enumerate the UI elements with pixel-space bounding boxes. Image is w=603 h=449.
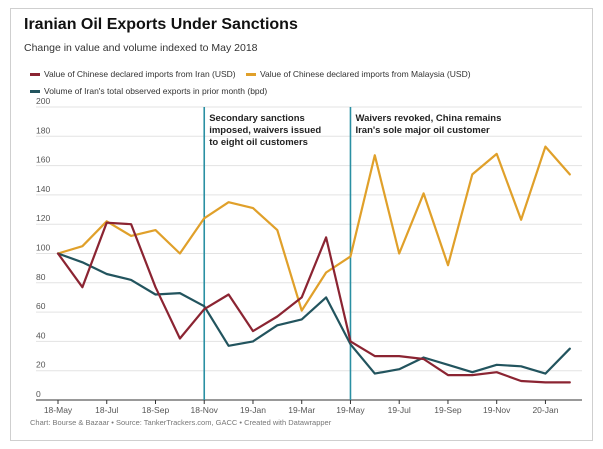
y-tick-label: 200 bbox=[36, 96, 50, 106]
legend-item-malaysia: Value of Chinese declared imports from M… bbox=[246, 69, 471, 79]
x-axis-ticks: 18-May 18-Jul 18-Sep 18-Nov 19-Jan 19-Mar 19-M… bbox=[44, 400, 559, 415]
x-tick-label: 19-Jan bbox=[240, 405, 266, 415]
x-tick-label: 18-Jul bbox=[95, 405, 118, 415]
x-tick-label: 20-Jan bbox=[532, 405, 558, 415]
x-tick-label: 18-May bbox=[44, 405, 73, 415]
y-tick-label: 20 bbox=[36, 360, 46, 370]
series-line-0 bbox=[56, 221, 571, 384]
y-tick-label: 140 bbox=[36, 184, 50, 194]
legend-item-iran: Value of Chinese declared imports from I… bbox=[30, 69, 236, 79]
x-tick-label: 19-Jul bbox=[388, 405, 411, 415]
annotation-text: Waivers revoked, China remains bbox=[355, 113, 501, 124]
x-tick-label: 19-Sep bbox=[434, 405, 462, 415]
annotation-text: Secondary sanctions bbox=[209, 113, 305, 124]
annotation-text: imposed, waivers issued bbox=[209, 125, 321, 136]
legend-item-volume: Volume of Iran's total observed exports … bbox=[30, 86, 267, 96]
gridlines bbox=[36, 106, 582, 401]
annotation-text: Iran's sole major oil customer bbox=[355, 125, 490, 136]
chart-footer: Chart: Bourse & Bazaar • Source: TankerT… bbox=[30, 418, 332, 427]
x-tick-label: 18-Sep bbox=[142, 405, 170, 415]
annotation-text: to eight oil customers bbox=[209, 137, 308, 148]
series-lines bbox=[56, 145, 571, 384]
legend-label-malaysia: Value of Chinese declared imports from M… bbox=[260, 69, 471, 79]
legend-label-volume: Volume of Iran's total observed exports … bbox=[44, 86, 268, 96]
x-tick-label: 19-May bbox=[336, 405, 365, 415]
series-line-2 bbox=[56, 252, 571, 375]
y-tick-label: 80 bbox=[36, 272, 46, 282]
y-tick-label: 0 bbox=[36, 389, 41, 399]
chart-subtitle: Change in value and volume indexed to Ma… bbox=[24, 42, 258, 54]
series-line-1 bbox=[56, 145, 571, 312]
x-tick-label: 18-Nov bbox=[191, 405, 219, 415]
y-tick-label: 60 bbox=[36, 301, 46, 311]
legend-swatch-volume bbox=[30, 89, 40, 93]
legend-swatch-iran bbox=[30, 72, 40, 76]
y-tick-label: 160 bbox=[36, 155, 50, 165]
y-tick-label: 100 bbox=[36, 243, 50, 253]
legend-swatch-malaysia bbox=[246, 72, 256, 76]
y-axis-ticks: 0 20 40 60 80 100 120 140 160 180 200 bbox=[36, 96, 50, 399]
x-tick-label: 19-Nov bbox=[483, 405, 511, 415]
legend-label-iran: Value of Chinese declared imports from I… bbox=[44, 69, 236, 79]
chart-title: Iranian Oil Exports Under Sanctions bbox=[24, 16, 298, 33]
y-tick-label: 120 bbox=[36, 213, 50, 223]
y-tick-label: 180 bbox=[36, 125, 50, 135]
x-tick-label: 19-Mar bbox=[288, 405, 315, 415]
y-tick-label: 40 bbox=[36, 330, 46, 340]
